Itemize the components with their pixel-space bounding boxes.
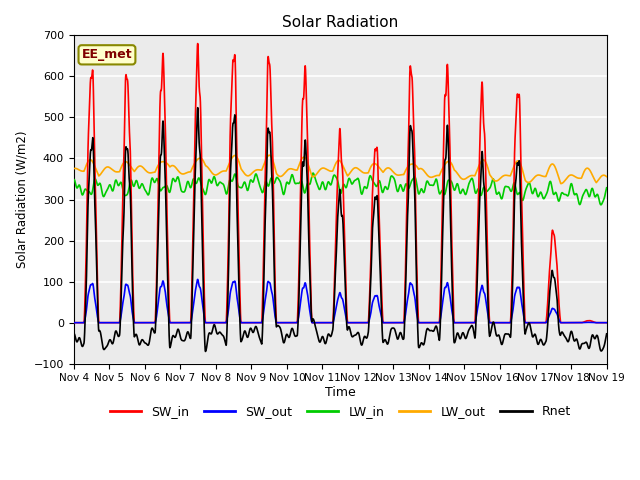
Rnet	[603, 331, 611, 336]
LW_out	[166, 163, 173, 169]
Rnet	[166, 339, 173, 345]
SW_in	[460, 320, 467, 325]
LW_out	[266, 152, 273, 158]
Rnet	[490, 320, 498, 325]
LW_out	[460, 177, 467, 182]
LW_in	[597, 202, 605, 208]
SW_out	[320, 320, 328, 325]
Title: Solar Radiation: Solar Radiation	[282, 15, 398, 30]
Rnet	[321, 338, 328, 344]
SW_in	[430, 320, 438, 325]
SW_in	[70, 320, 77, 325]
LW_out	[430, 174, 438, 180]
Text: EE_met: EE_met	[82, 48, 132, 61]
Y-axis label: Solar Radiation (W/m2): Solar Radiation (W/m2)	[15, 131, 28, 268]
SW_in	[490, 320, 497, 325]
Legend: SW_in, SW_out, LW_in, LW_out, Rnet: SW_in, SW_out, LW_in, LW_out, Rnet	[104, 400, 576, 423]
LW_out	[603, 174, 611, 180]
Line: LW_out: LW_out	[74, 155, 607, 183]
Line: LW_in: LW_in	[74, 173, 607, 205]
SW_in	[194, 41, 202, 47]
Rnet	[70, 331, 77, 337]
LW_out	[557, 180, 564, 186]
SW_in	[602, 320, 610, 325]
Rnet	[460, 331, 467, 336]
LW_out	[320, 165, 328, 171]
Line: SW_out: SW_out	[74, 279, 607, 323]
LW_out	[70, 166, 77, 172]
LW_out	[602, 173, 610, 179]
SW_out	[194, 276, 202, 282]
Rnet	[194, 105, 202, 110]
LW_in	[430, 181, 438, 187]
LW_in	[602, 187, 610, 192]
SW_out	[603, 320, 611, 325]
X-axis label: Time: Time	[324, 386, 355, 399]
LW_in	[603, 185, 611, 191]
LW_in	[320, 183, 328, 189]
LW_in	[490, 177, 497, 182]
SW_out	[490, 320, 497, 325]
LW_in	[70, 177, 77, 183]
LW_out	[490, 177, 497, 183]
SW_in	[603, 320, 611, 325]
Line: SW_in: SW_in	[74, 44, 607, 323]
SW_out	[460, 320, 467, 325]
Line: Rnet: Rnet	[74, 108, 607, 351]
LW_in	[166, 190, 173, 195]
SW_out	[166, 319, 173, 324]
SW_in	[320, 320, 328, 325]
SW_out	[430, 320, 438, 325]
Rnet	[602, 333, 610, 339]
Rnet	[430, 327, 438, 333]
SW_out	[70, 320, 77, 325]
LW_in	[460, 187, 467, 193]
SW_in	[166, 312, 173, 317]
LW_in	[309, 170, 317, 176]
SW_out	[602, 320, 610, 325]
Rnet	[202, 348, 209, 354]
